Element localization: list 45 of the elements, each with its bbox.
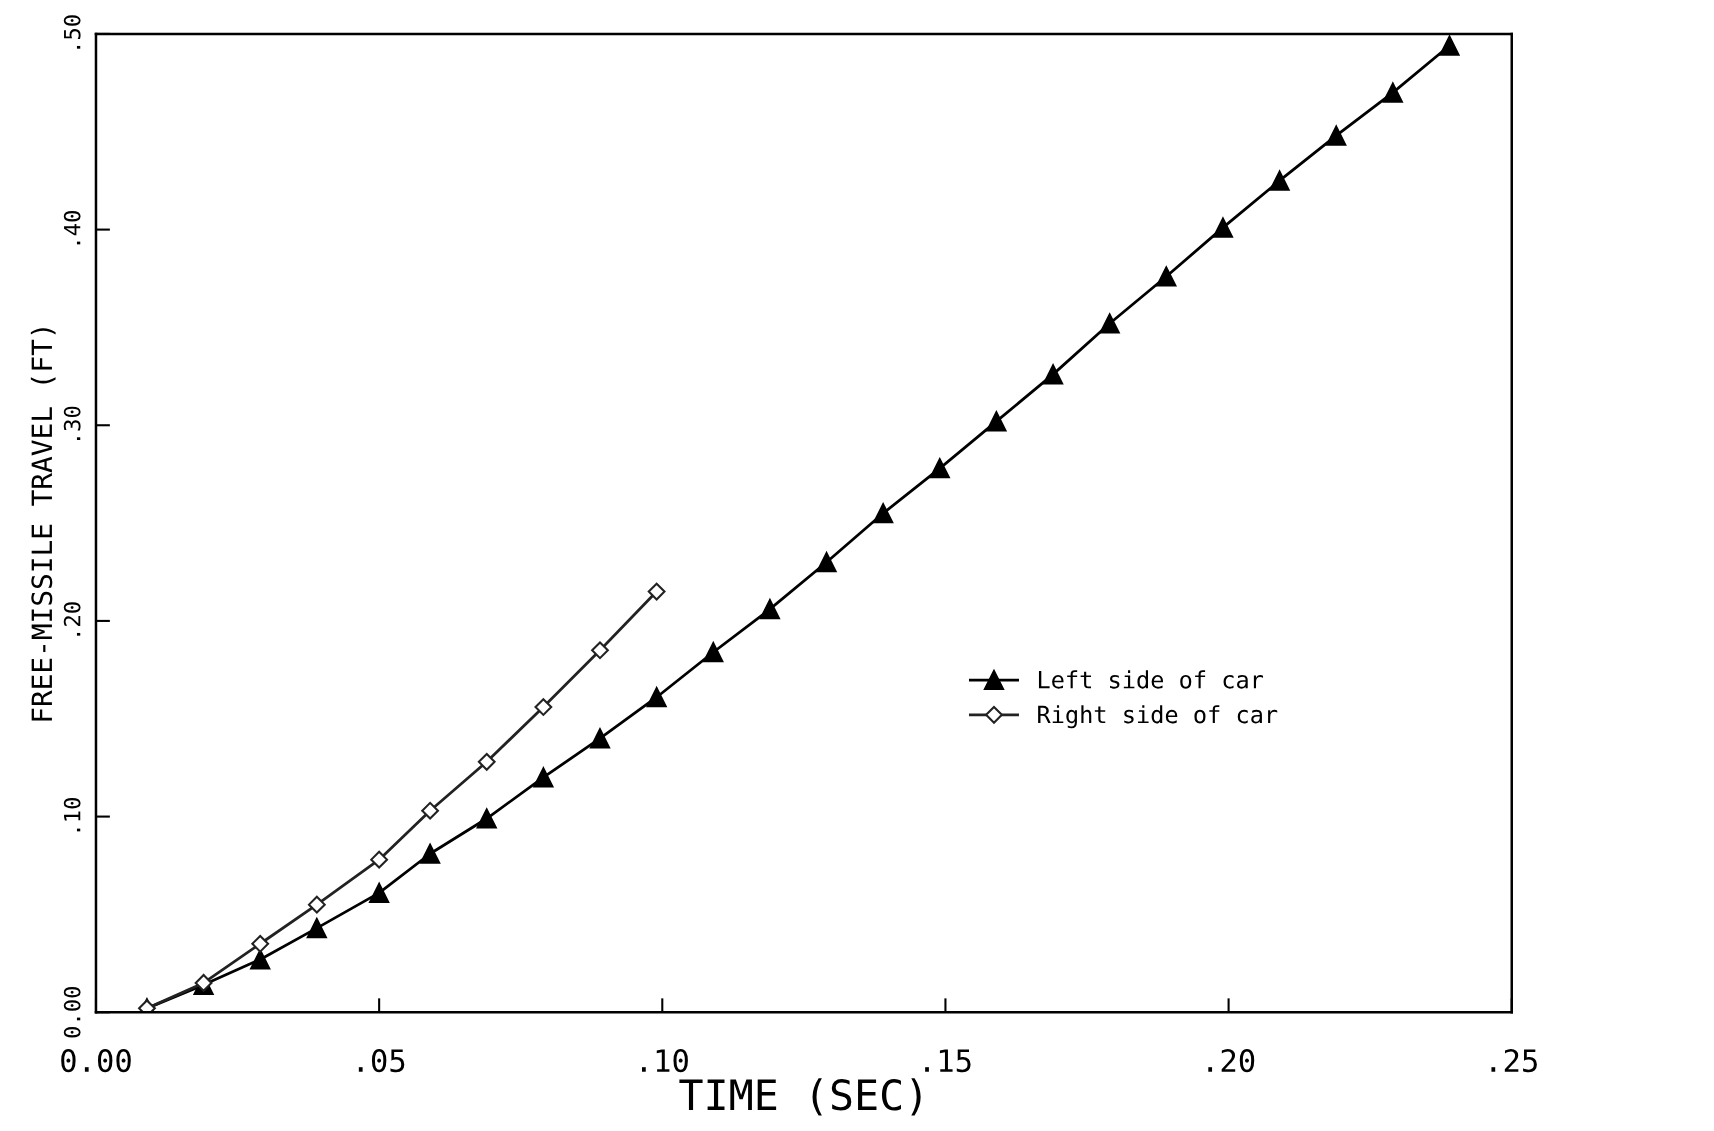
x-tick-label: .10	[641, 1049, 688, 1073]
point	[1439, 35, 1460, 56]
y-tick-label: .30	[63, 406, 81, 441]
point	[1269, 170, 1290, 191]
point	[307, 895, 326, 914]
y-tick-label: .40	[63, 210, 81, 245]
point	[1099, 313, 1120, 334]
y-tick-label: .10	[63, 797, 81, 832]
point	[759, 599, 780, 620]
point	[816, 552, 837, 573]
point	[306, 918, 327, 939]
legend-label: Left side of car	[1038, 670, 1264, 689]
point	[370, 850, 389, 869]
x-tick-label: .20	[1208, 1049, 1255, 1073]
y-axis-title: FREE-MISSILE TRAVEL (FT)	[30, 328, 56, 721]
point	[929, 458, 950, 479]
point	[1042, 364, 1064, 385]
x-tick-label: .15	[925, 1049, 971, 1073]
point	[1156, 266, 1177, 287]
x-tick-label: .25	[1491, 1049, 1537, 1073]
point	[703, 642, 724, 663]
point	[873, 503, 894, 524]
y-tick-label: .20	[63, 602, 81, 636]
point	[420, 843, 441, 864]
point	[1382, 82, 1403, 103]
point	[476, 808, 497, 829]
point	[477, 752, 496, 771]
y-tick-label: 0.00	[63, 986, 81, 1038]
x-axis-title: TIME (SEC)	[679, 1078, 921, 1116]
x-tick-label: .05	[358, 1049, 405, 1073]
point	[250, 949, 271, 970]
point	[251, 934, 270, 953]
y-tick-label: .50	[63, 15, 81, 49]
point	[421, 801, 439, 820]
point	[646, 687, 667, 708]
point	[369, 882, 390, 903]
point	[647, 582, 666, 601]
point	[534, 698, 553, 716]
point	[589, 728, 611, 749]
point	[533, 767, 554, 788]
point	[591, 641, 609, 660]
point	[1326, 125, 1347, 146]
legend-label: Right side of car	[1038, 705, 1278, 729]
point	[986, 411, 1007, 432]
point	[1212, 217, 1233, 238]
